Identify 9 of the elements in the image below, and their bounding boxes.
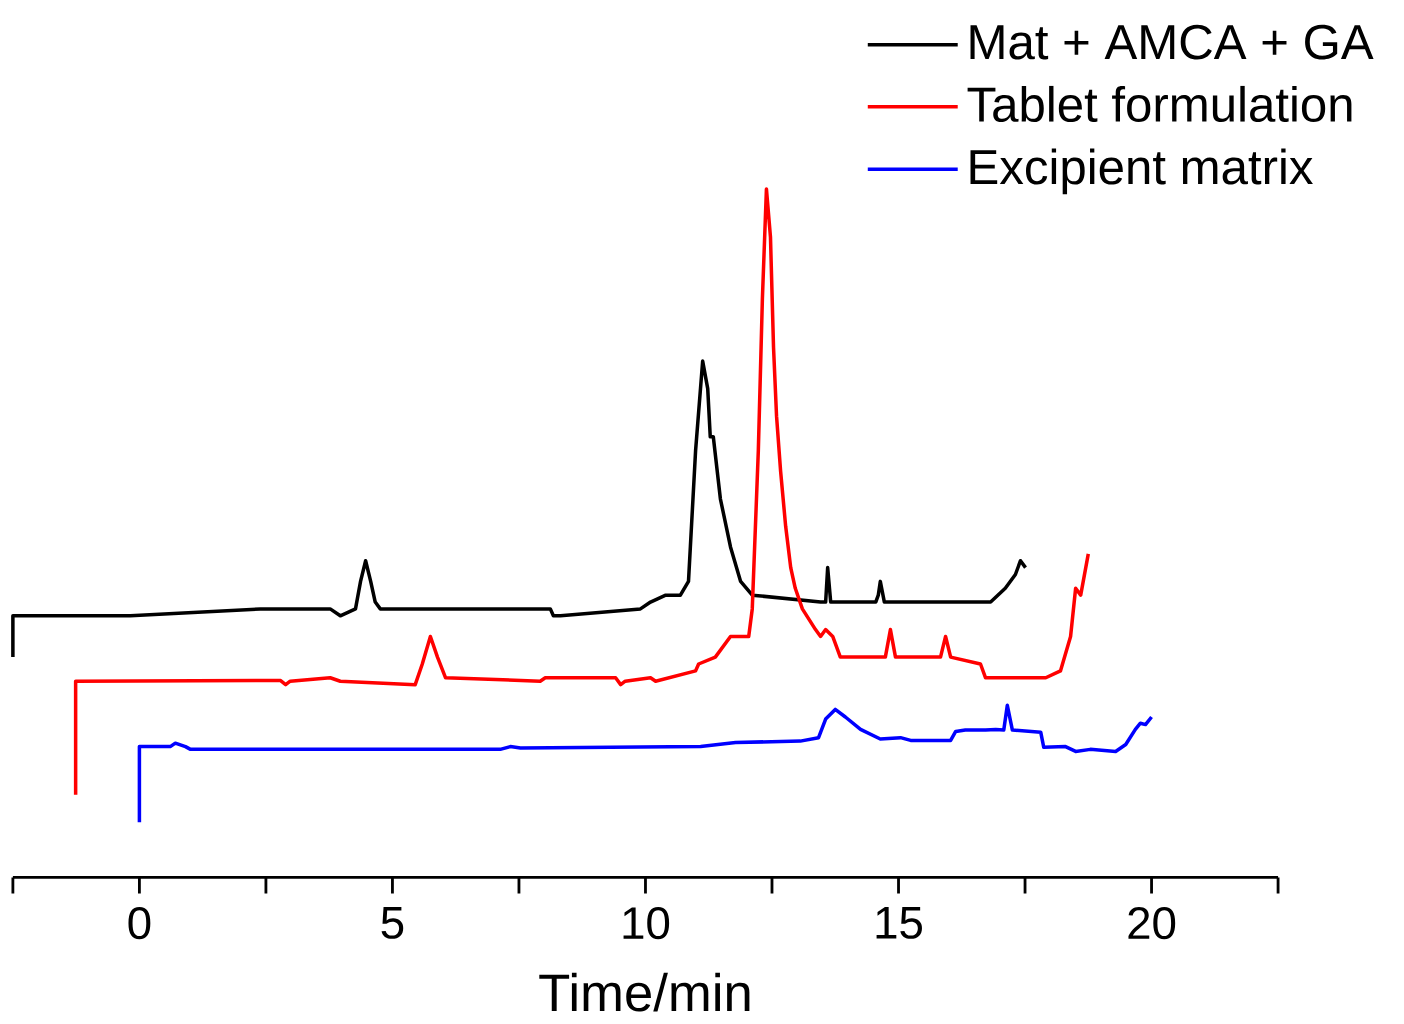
x-tick-label: 5 <box>381 906 404 939</box>
x-tick-label: 20 <box>1128 906 1176 940</box>
x-tick-label: 15 <box>876 906 922 939</box>
x-axis-title: Time/min <box>539 972 750 1012</box>
legend-label: Tablet formulation <box>967 85 1352 122</box>
x-tick-label: 0 <box>128 906 151 940</box>
legend-label: Mat + AMCA + GA <box>970 24 1374 60</box>
legend-label: Excipient matrix <box>970 148 1313 195</box>
x-tick-label: 10 <box>623 906 670 940</box>
